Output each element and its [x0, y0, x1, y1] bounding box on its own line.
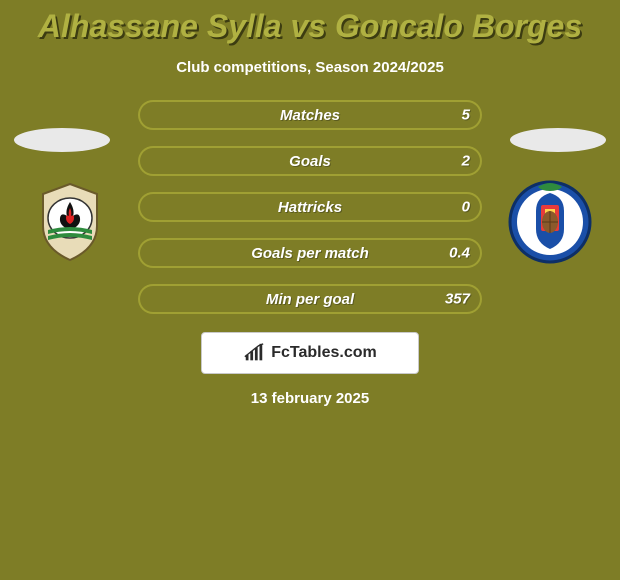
stat-value-text: 5 — [462, 107, 470, 124]
stat-label-text: Goals per match — [251, 245, 369, 262]
club-crest-right — [502, 174, 598, 270]
subtitle: Club competitions, Season 2024/2025 Club… — [176, 59, 444, 76]
player-oval-right — [510, 128, 606, 152]
subtitle-text: Club competitions, Season 2024/2025 — [176, 59, 444, 76]
stat-value-right: 0.4 0.4 — [449, 245, 470, 262]
stat-value-text: 357 — [445, 291, 470, 308]
stat-value-text: 2 — [462, 153, 470, 170]
club-crest-left — [22, 174, 118, 270]
stat-value-text: 0.4 — [449, 245, 470, 262]
stat-row: Goals Goals 2 2 — [138, 146, 482, 176]
bar-chart-icon — [243, 342, 265, 364]
stat-value-right: 0 0 — [462, 199, 470, 216]
player-oval-left — [14, 128, 110, 152]
stat-label: Hattricks Hattricks — [278, 199, 342, 216]
date-text: 13 february 2025 — [251, 390, 369, 407]
stat-value-right: 5 5 — [462, 107, 470, 124]
stat-value-text: 0 — [462, 199, 470, 216]
stat-row: Min per goal Min per goal 357 357 — [138, 284, 482, 314]
stat-label-text: Goals — [289, 153, 331, 170]
brand-badge[interactable]: FcTables.com — [201, 332, 419, 374]
stat-row: Goals per match Goals per match 0.4 0.4 — [138, 238, 482, 268]
stat-value-right: 357 357 — [445, 291, 470, 308]
title-text: Alhassane Sylla vs Goncalo Borges — [38, 8, 582, 44]
comparison-card: Alhassane Sylla vs Goncalo Borges Alhass… — [0, 0, 620, 580]
stat-label: Min per goal Min per goal — [266, 291, 354, 308]
stat-row: Hattricks Hattricks 0 0 — [138, 192, 482, 222]
stat-label-text: Min per goal — [266, 291, 354, 308]
shield-flame-icon — [35, 182, 105, 262]
stat-label-text: Hattricks — [278, 199, 342, 216]
stat-label: Matches Matches — [280, 107, 340, 124]
stat-label: Goals per match Goals per match — [251, 245, 369, 262]
stat-row: Matches Matches 5 5 — [138, 100, 482, 130]
stat-value-right: 2 2 — [462, 153, 470, 170]
stat-label: Goals Goals — [289, 153, 331, 170]
date-line: 13 february 2025 13 february 2025 — [251, 390, 369, 407]
stat-label-text: Matches — [280, 107, 340, 124]
page-title: Alhassane Sylla vs Goncalo Borges Alhass… — [38, 8, 582, 45]
fcp-crest-icon — [508, 175, 592, 269]
brand-text: FcTables.com — [271, 344, 377, 362]
